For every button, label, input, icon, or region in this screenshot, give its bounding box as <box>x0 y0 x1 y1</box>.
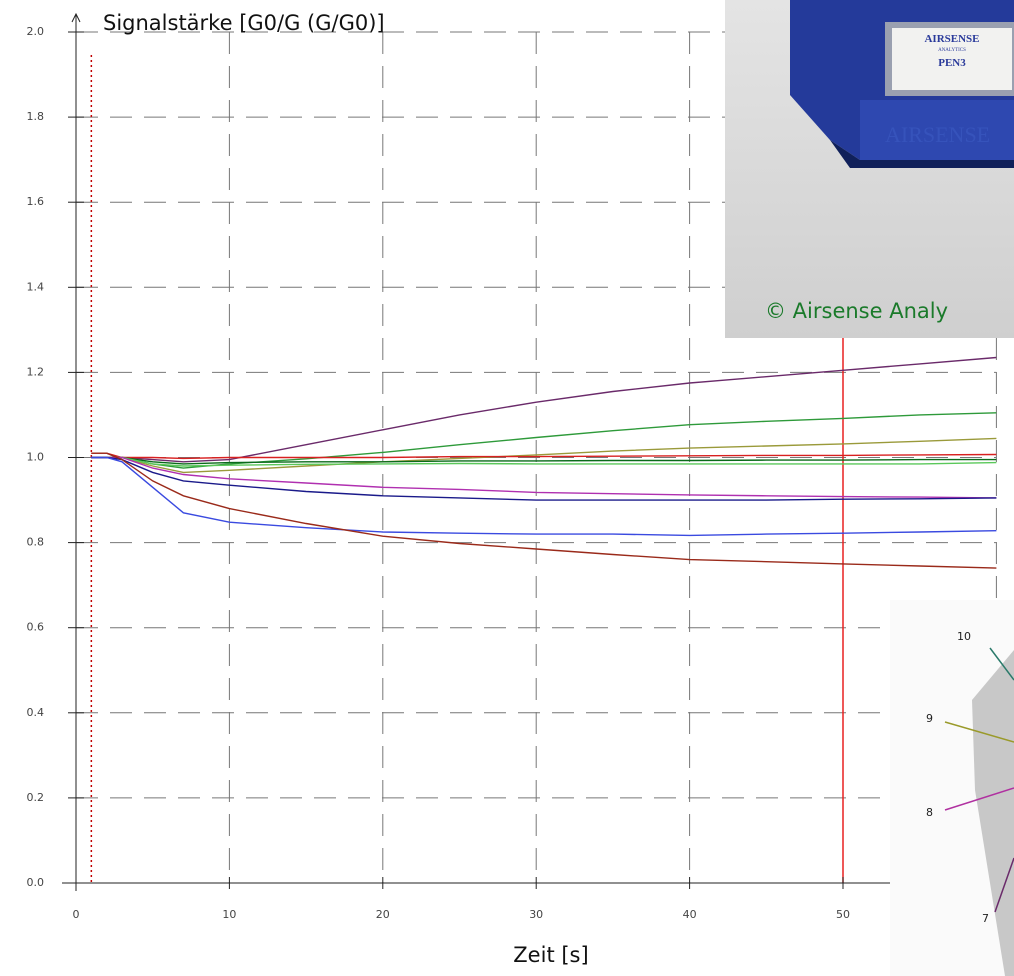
x-tick-label: 50 <box>836 908 850 921</box>
x-tick-label: 30 <box>529 908 543 921</box>
series-line <box>91 456 997 465</box>
series-line <box>91 456 997 467</box>
y-tick-label: 0.8 <box>27 536 45 549</box>
panel-sub: ANALYTICS <box>938 48 966 53</box>
radar-label: 10 <box>957 630 971 643</box>
radar-label: 8 <box>926 806 933 819</box>
radar-spoke <box>944 721 1014 743</box>
y-axis-arrow <box>71 12 81 23</box>
photo: AIRSENSE ANALYTICS PEN3 AIRSENSE © Airse… <box>725 0 1014 338</box>
radar-area <box>972 650 1014 976</box>
x-tick-label: 20 <box>376 908 390 921</box>
series-line <box>91 356 997 463</box>
device-front <box>860 100 1014 160</box>
y-tick-label: 2.0 <box>27 25 45 38</box>
radar-spoke <box>994 857 1014 913</box>
x-tick-label: 10 <box>222 908 236 921</box>
radar: 10 9 8 7 <box>890 600 1014 976</box>
radar-label: 9 <box>926 712 933 725</box>
x-tick-label: 0 <box>73 908 80 921</box>
y-tick-label: 1.6 <box>27 195 45 208</box>
panel-brand: AIRSENSE <box>924 33 979 45</box>
series-line <box>91 456 997 501</box>
y-tick-label: 1.2 <box>27 365 45 378</box>
y-axis-label: Signalstärke [G0/G (G/G0)] <box>103 11 385 35</box>
panel <box>892 28 1012 90</box>
series-lines <box>90 55 997 883</box>
y-tick-label: 1.0 <box>27 451 45 464</box>
photo-caption: © Airsense Analy <box>765 299 948 323</box>
series-line <box>91 456 997 499</box>
series-line <box>91 456 997 537</box>
panel-model: PEN3 <box>938 57 966 69</box>
y-tick-label: 0.2 <box>27 791 45 804</box>
series-line <box>91 452 997 569</box>
series-line <box>91 437 997 474</box>
radar-spoke <box>944 787 1014 811</box>
device-base <box>830 140 1014 168</box>
x-tick-label: 40 <box>683 908 697 921</box>
y-tick-label: 0.4 <box>27 706 45 719</box>
axes: 0.0 0.2 0.4 0.6 0.8 1.0 1.2 1.4 1.6 1.8 2.0 0 10 20 30… <box>27 12 1001 921</box>
device-brand: AIRSENSE <box>885 122 990 147</box>
y-tick-label: 0.0 <box>27 876 45 889</box>
radar-label: 7 <box>982 912 989 925</box>
y-tick-label: 0.6 <box>27 621 45 634</box>
y-tick-label: 1.4 <box>27 280 45 293</box>
y-tick-label: 1.8 <box>27 110 45 123</box>
radar-spoke <box>989 647 1014 681</box>
x-axis-label: Zeit [s] <box>513 943 588 967</box>
series-line <box>91 452 997 460</box>
